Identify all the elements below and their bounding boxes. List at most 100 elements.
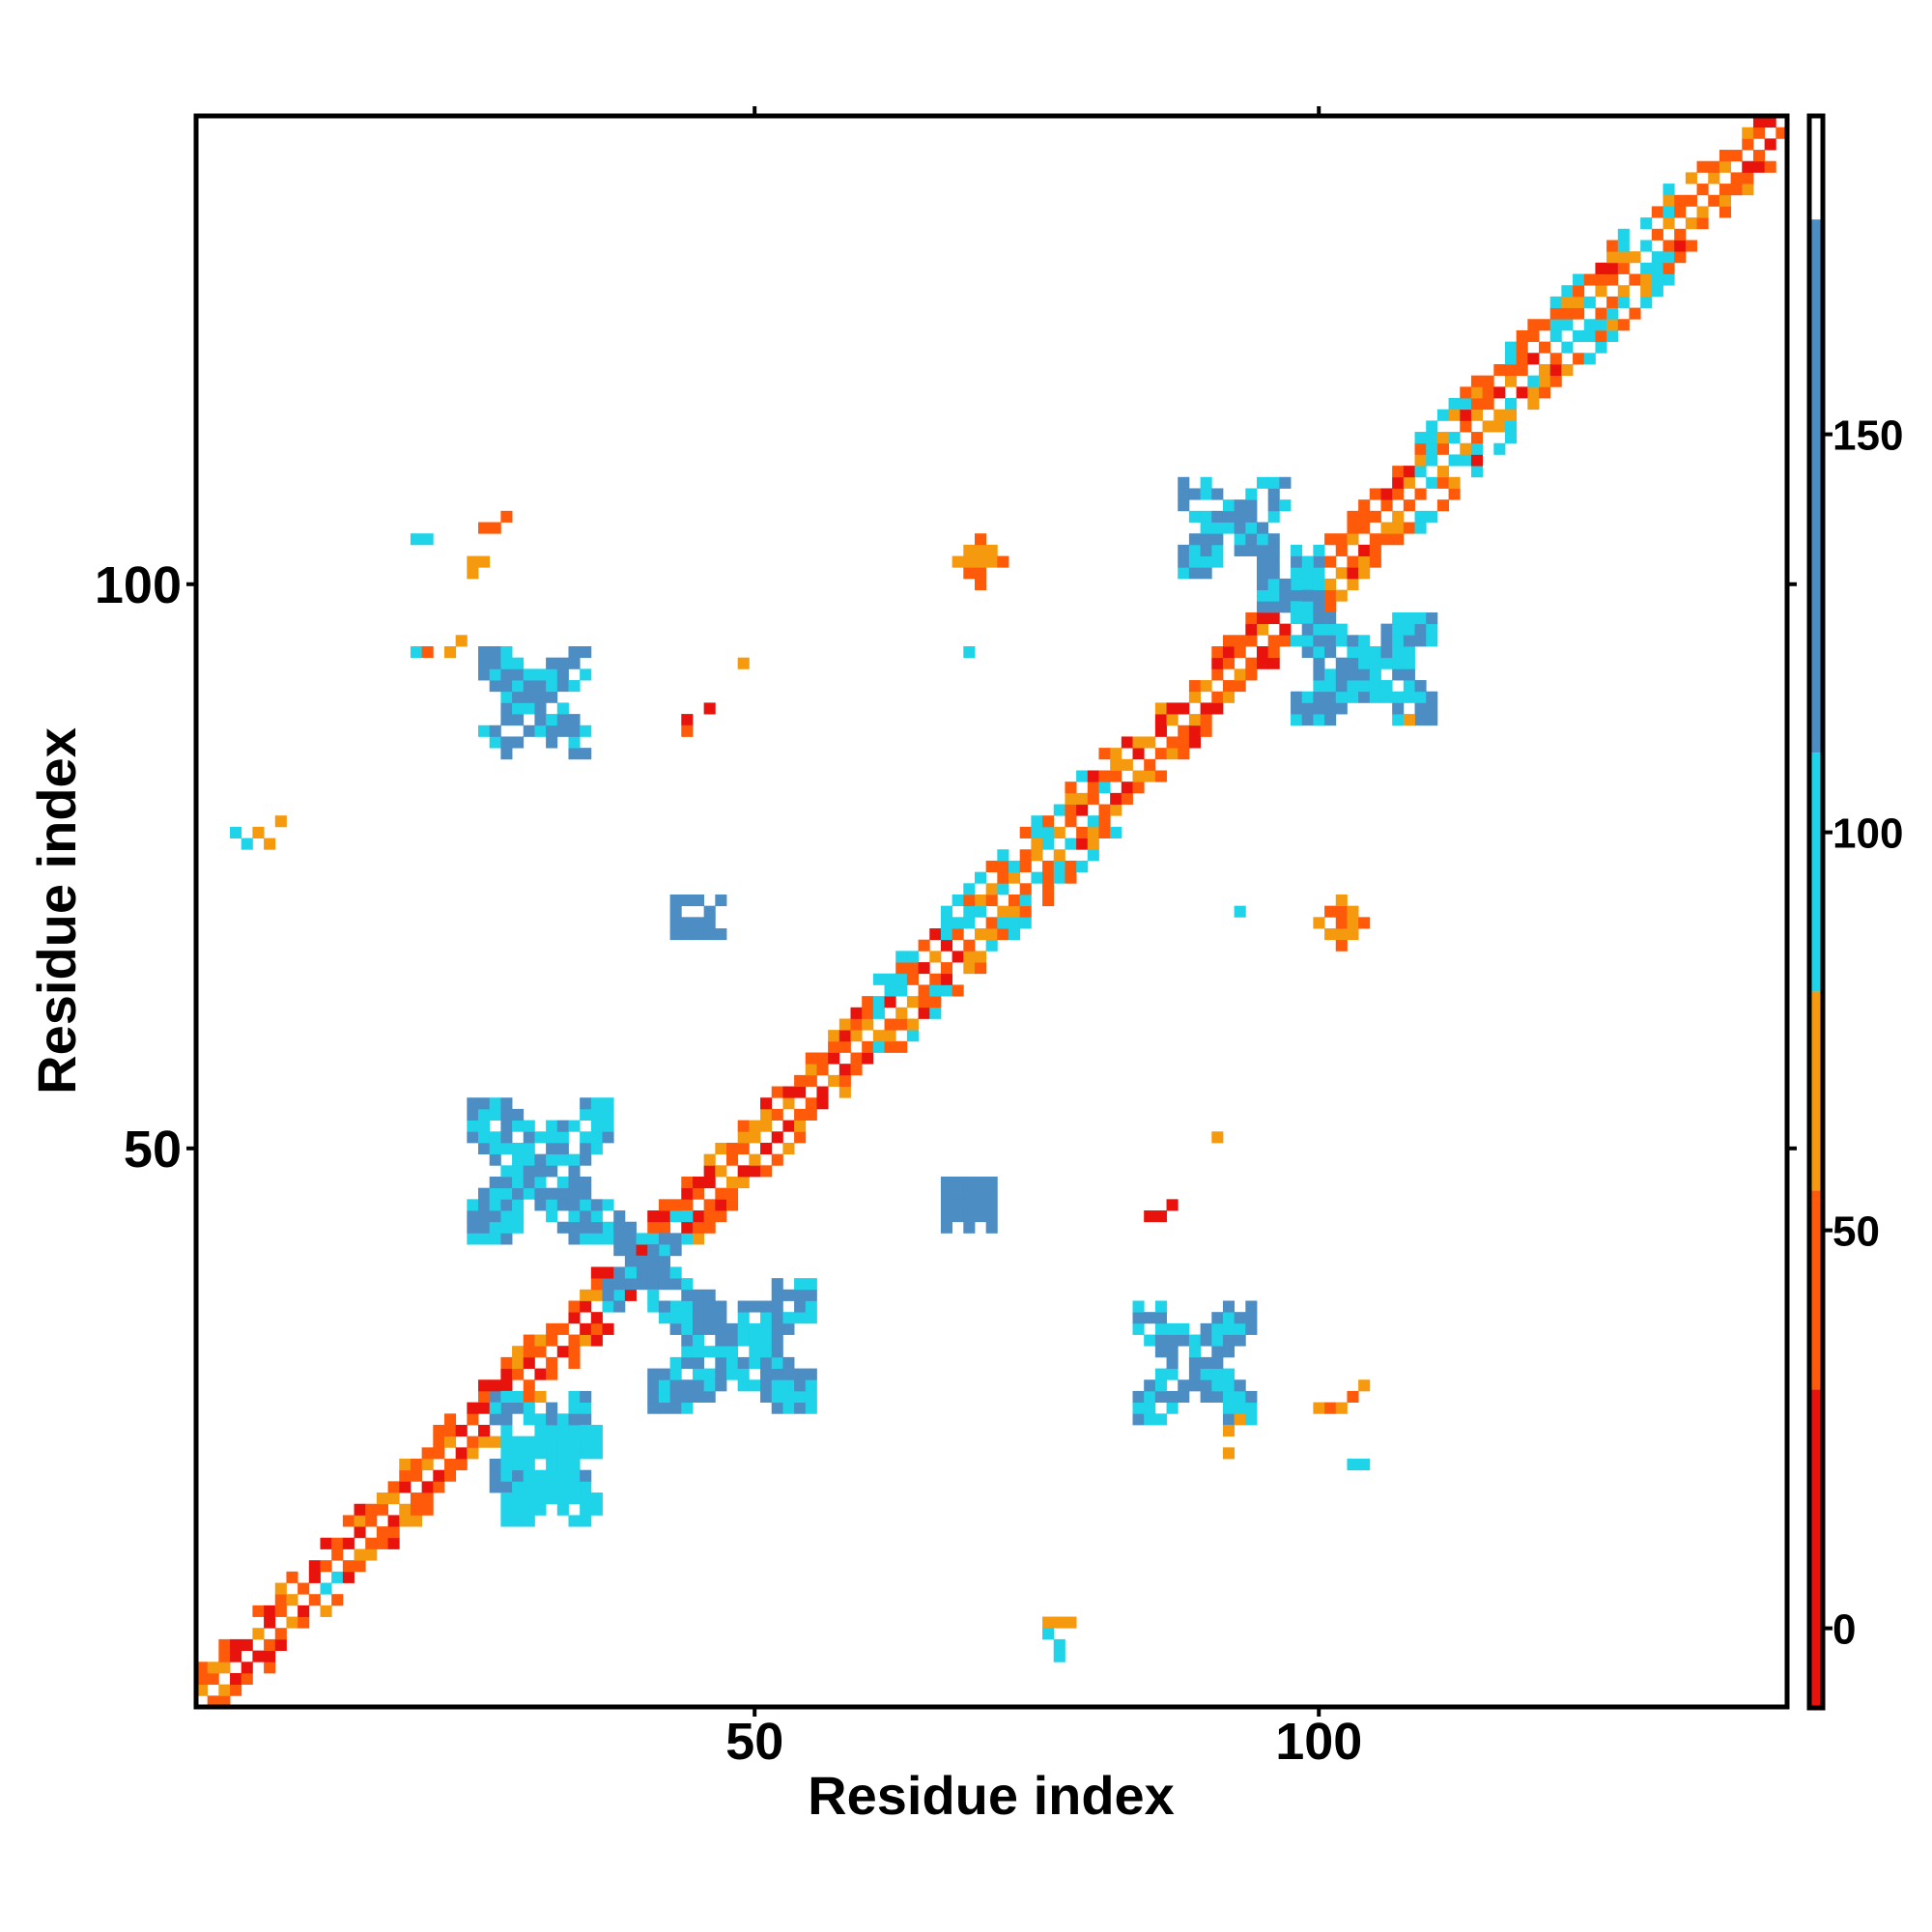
heatmap-cell: [1211, 691, 1224, 703]
heatmap-cell: [1144, 1334, 1156, 1347]
heatmap-cell: [1279, 601, 1292, 613]
plot-frame: [193, 113, 1790, 1710]
colorbar-band: [1809, 753, 1823, 992]
heatmap-cell: [1516, 363, 1528, 377]
heatmap-cell: [681, 1334, 694, 1347]
heatmap-cell: [500, 1390, 513, 1404]
heatmap-cell: [895, 1040, 908, 1053]
heatmap-cell: [1392, 714, 1405, 726]
heatmap-cell: [782, 1379, 795, 1392]
heatmap-cell: [1392, 611, 1405, 625]
colorbar-band: [1809, 1190, 1823, 1390]
heatmap-cell: [1211, 555, 1224, 568]
heatmap-cell: [1392, 668, 1405, 681]
heatmap-cell: [1076, 770, 1089, 782]
heatmap-cell: [1009, 905, 1021, 918]
heatmap-cell: [556, 1413, 569, 1426]
heatmap-cell: [1347, 917, 1359, 929]
heatmap-cell: [1369, 646, 1381, 659]
heatmap-cell: [1144, 1413, 1156, 1426]
heatmap-cell: [658, 1210, 670, 1223]
heatmap-cell: [1257, 567, 1269, 580]
heatmap-cell: [1188, 567, 1201, 580]
heatmap-cell: [1324, 578, 1337, 590]
heatmap-cell: [1211, 1131, 1224, 1144]
heatmap-cell: [1087, 838, 1099, 850]
heatmap-cell: [1369, 555, 1381, 568]
heatmap-cell: [467, 555, 479, 568]
heatmap-cell: [985, 1177, 998, 1189]
heatmap-cell: [850, 1064, 863, 1076]
heatmap-cell: [1414, 442, 1427, 455]
heatmap-cell: [500, 748, 513, 760]
heatmap-cell: [647, 1300, 660, 1313]
heatmap-cell: [1200, 680, 1212, 693]
heatmap-cell: [1132, 781, 1145, 794]
heatmap-cell: [624, 1255, 637, 1267]
heatmap-cell: [230, 1638, 242, 1651]
heatmap-cell: [365, 1503, 378, 1516]
heatmap-cell: [1493, 409, 1506, 421]
heatmap-cell: [703, 1221, 716, 1234]
heatmap-cell: [963, 917, 976, 929]
heatmap-cell: [1583, 319, 1596, 331]
heatmap-cell: [760, 1379, 773, 1392]
heatmap-cell: [1257, 578, 1269, 590]
heatmap-cell: [715, 1142, 727, 1155]
heatmap-cell: [974, 1210, 987, 1223]
heatmap-cell: [489, 1177, 501, 1189]
heatmap-cell: [1651, 285, 1663, 298]
heatmap-cell: [1595, 329, 1607, 343]
heatmap-cell: [647, 1289, 660, 1301]
heatmap-cell: [1742, 138, 1754, 151]
heatmap-cell: [1257, 657, 1269, 669]
heatmap-cell: [805, 1278, 817, 1291]
heatmap-cell: [568, 1300, 581, 1313]
heatmap-cell: [1098, 826, 1111, 838]
heatmap-cell: [602, 1278, 614, 1291]
heatmap-cell: [669, 1266, 682, 1279]
heatmap-cell: [1324, 714, 1337, 726]
heatmap-cell: [703, 1368, 716, 1380]
heatmap-cell: [478, 1402, 491, 1414]
heatmap-cell: [1087, 770, 1099, 782]
heatmap-cell: [1358, 680, 1371, 693]
heatmap-cell: [568, 1481, 581, 1493]
heatmap-cell: [703, 1177, 716, 1189]
heatmap-cell: [1335, 668, 1348, 681]
heatmap-cell: [489, 1233, 501, 1245]
heatmap-cell: [1178, 544, 1190, 556]
heatmap-cell: [1324, 646, 1337, 659]
heatmap-cell: [1154, 1390, 1167, 1404]
heatmap-cell: [489, 1402, 501, 1414]
heatmap-cell: [1583, 273, 1596, 286]
heatmap-cell: [636, 1266, 648, 1279]
heatmap-cell: [1166, 736, 1179, 749]
heatmap-cell: [1595, 341, 1607, 354]
heatmap-cell: [534, 680, 547, 693]
heatmap-cell: [1154, 1210, 1167, 1223]
heatmap-cell: [1222, 1368, 1236, 1380]
heatmap-cell: [1708, 160, 1720, 173]
heatmap-cell: [782, 1086, 795, 1098]
heatmap-cell: [1222, 1312, 1236, 1324]
heatmap-cell: [1031, 815, 1043, 828]
heatmap-cells: [196, 116, 1788, 1708]
heatmap-cell: [681, 1289, 694, 1301]
heatmap-cell: [534, 1131, 547, 1144]
heatmap-cell: [1144, 1379, 1156, 1392]
heatmap-cell: [1369, 691, 1381, 703]
heatmap-cell: [760, 1097, 773, 1110]
heatmap-cell: [523, 1379, 535, 1392]
heatmap-cell: [1313, 635, 1325, 647]
heatmap-cell: [838, 1064, 851, 1076]
heatmap-cell: [1460, 442, 1472, 455]
heatmap-cell: [1121, 781, 1133, 794]
heatmap-cell: [512, 1492, 525, 1505]
heatmap-cell: [1234, 680, 1246, 693]
heatmap-cell: [816, 1097, 829, 1110]
heatmap-cell: [512, 1153, 525, 1166]
heatmap-cell: [974, 1199, 987, 1211]
heatmap-cell: [624, 1266, 637, 1279]
heatmap-cell: [534, 1334, 547, 1347]
